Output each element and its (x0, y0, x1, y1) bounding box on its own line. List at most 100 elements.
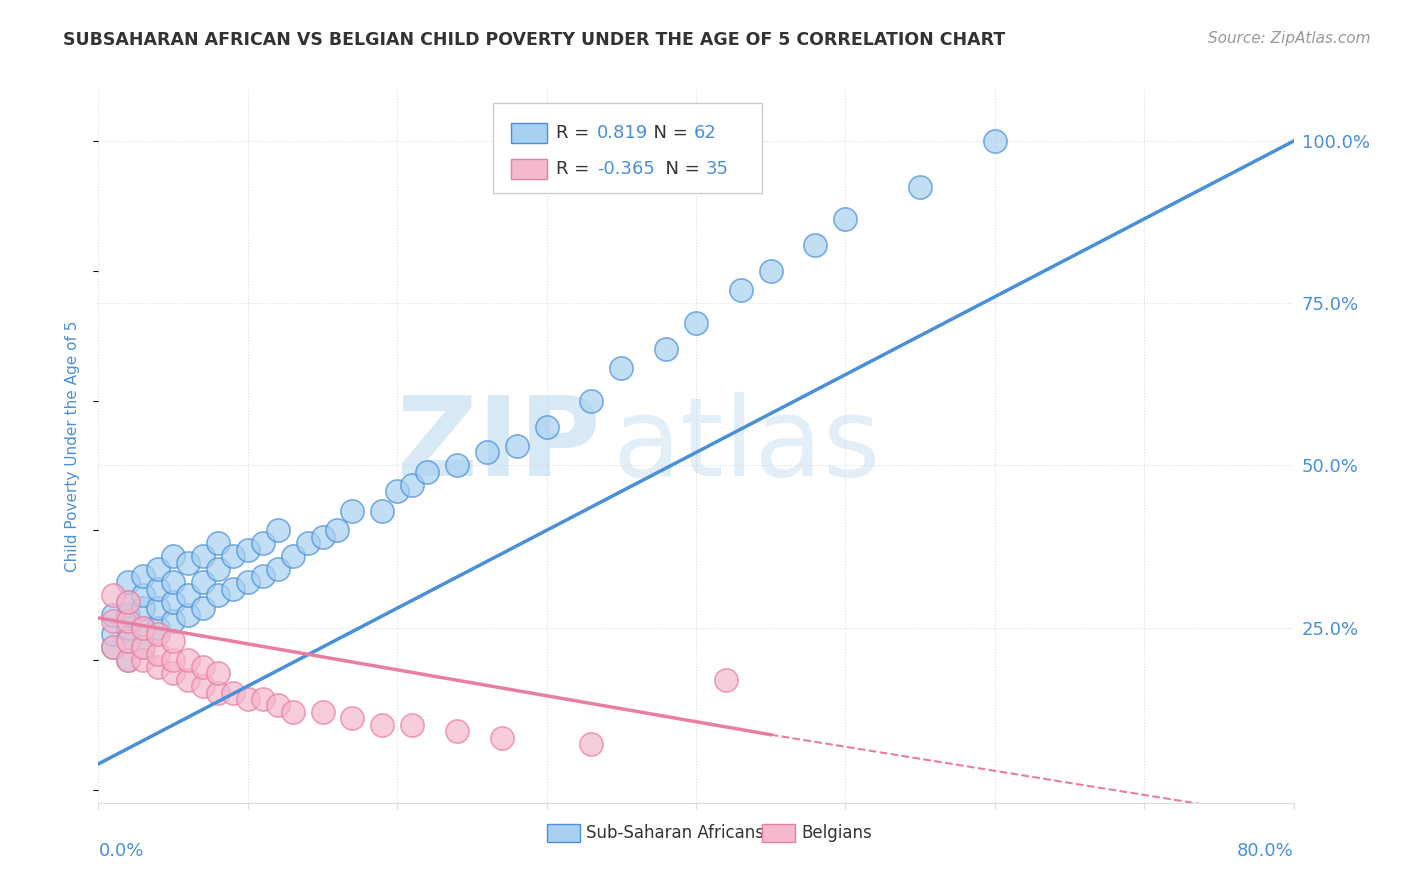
Text: Sub-Saharan Africans: Sub-Saharan Africans (586, 824, 763, 842)
Text: 80.0%: 80.0% (1237, 842, 1294, 860)
Point (311, 530, 333, 544)
Point (103, 640, 125, 654)
Point (162, 575, 184, 590)
Point (117, 614, 139, 628)
Point (191, 679, 214, 693)
Point (655, 342, 678, 356)
Point (446, 458, 468, 473)
Point (714, 673, 737, 687)
Point (148, 562, 170, 576)
Point (117, 633, 139, 648)
Point (252, 568, 274, 582)
Point (191, 575, 214, 590)
Point (491, 731, 513, 745)
Point (132, 621, 155, 635)
Point (148, 582, 170, 596)
Point (207, 536, 229, 550)
Point (177, 607, 200, 622)
Text: N =: N = (654, 161, 706, 178)
FancyBboxPatch shape (762, 824, 796, 842)
Point (177, 673, 200, 687)
Point (401, 718, 423, 732)
FancyBboxPatch shape (510, 123, 547, 144)
Point (148, 659, 170, 673)
Point (236, 542, 259, 557)
Point (222, 582, 245, 596)
Point (581, 393, 603, 408)
Point (162, 666, 184, 681)
Point (103, 588, 125, 602)
Point (416, 465, 439, 479)
Point (191, 659, 214, 673)
Point (148, 627, 170, 641)
Point (311, 705, 333, 719)
Point (132, 621, 155, 635)
Point (117, 595, 139, 609)
Point (117, 575, 139, 590)
Point (162, 549, 184, 564)
Point (207, 666, 229, 681)
Text: atlas: atlas (613, 392, 880, 500)
Point (236, 575, 259, 590)
Point (132, 640, 155, 654)
Point (191, 601, 214, 615)
Point (117, 653, 139, 667)
FancyBboxPatch shape (510, 159, 547, 179)
Point (132, 588, 155, 602)
Point (191, 549, 214, 564)
Point (759, 264, 782, 278)
Point (103, 627, 125, 641)
Point (162, 595, 184, 609)
Point (148, 621, 170, 635)
Text: ZIP: ZIP (396, 392, 600, 500)
Point (207, 588, 229, 602)
Point (177, 556, 200, 570)
Point (506, 439, 529, 453)
Point (385, 484, 409, 499)
Point (117, 633, 139, 648)
Point (342, 504, 364, 518)
Point (252, 536, 274, 550)
Point (132, 601, 155, 615)
Point (222, 549, 245, 564)
Point (267, 562, 290, 576)
Text: Source: ZipAtlas.com: Source: ZipAtlas.com (1208, 31, 1371, 46)
Point (117, 607, 139, 622)
Point (132, 640, 155, 654)
Point (342, 711, 364, 725)
Point (610, 361, 633, 376)
Point (581, 738, 603, 752)
Text: Belgians: Belgians (801, 824, 872, 842)
Point (103, 607, 125, 622)
Point (103, 614, 125, 628)
Point (281, 705, 304, 719)
Point (267, 524, 290, 538)
Point (804, 238, 827, 252)
Point (984, 134, 1007, 148)
Point (162, 653, 184, 667)
Text: 0.819: 0.819 (596, 125, 648, 143)
Point (236, 692, 259, 706)
Point (162, 633, 184, 648)
Point (401, 478, 423, 492)
Point (371, 504, 394, 518)
Point (446, 724, 468, 739)
Point (177, 653, 200, 667)
Point (326, 524, 349, 538)
Point (177, 588, 200, 602)
Point (297, 536, 319, 550)
Point (117, 653, 139, 667)
Point (222, 685, 245, 699)
Point (103, 640, 125, 654)
Point (117, 621, 139, 635)
Text: -0.365: -0.365 (596, 161, 655, 178)
Point (148, 601, 170, 615)
Point (132, 653, 155, 667)
Point (371, 718, 394, 732)
Point (207, 685, 229, 699)
Point (267, 698, 290, 713)
FancyBboxPatch shape (547, 824, 581, 842)
Point (252, 692, 274, 706)
Point (834, 211, 856, 226)
Y-axis label: Child Poverty Under the Age of 5: Child Poverty Under the Age of 5 (65, 320, 80, 572)
